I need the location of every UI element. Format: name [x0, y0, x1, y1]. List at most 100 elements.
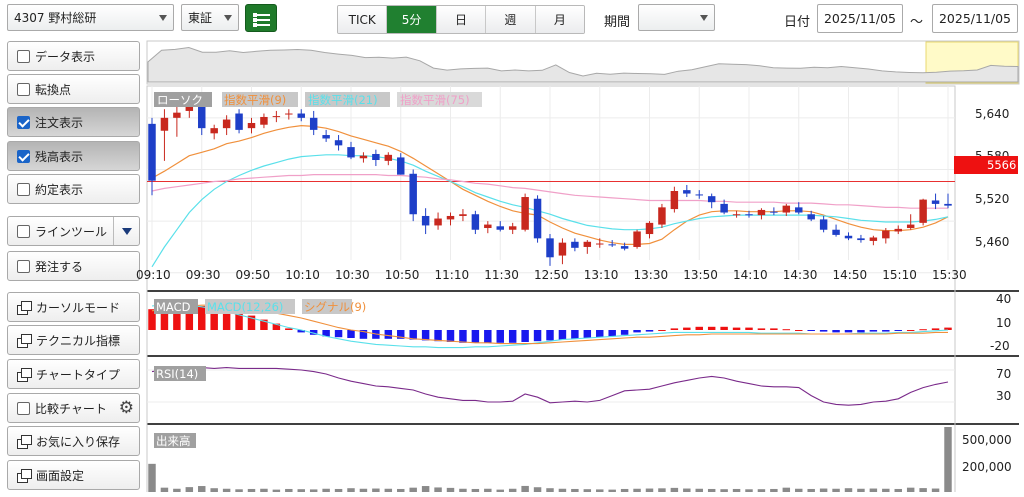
candle	[882, 228, 890, 244]
volume-bar	[770, 488, 778, 492]
candle	[409, 169, 417, 222]
toggle-data-display[interactable]: データ表示	[7, 41, 140, 71]
period-select[interactable]	[638, 4, 715, 31]
x-tick-label: 10:50	[385, 268, 420, 282]
legend-ema9: 指数平滑(9)	[224, 93, 286, 107]
candle-body	[471, 214, 480, 230]
candle	[546, 234, 554, 266]
macd-histogram-bar	[210, 307, 218, 330]
volume-bar	[285, 488, 293, 492]
tab-month[interactable]: 月	[535, 6, 584, 33]
macd-line-1	[151, 304, 948, 345]
sidebar-item-label: お気に入り保存	[36, 434, 121, 449]
macd-histogram-bar	[347, 330, 355, 338]
candle-body	[645, 222, 654, 235]
candle-body	[521, 197, 529, 230]
macd-histogram-bar	[148, 309, 156, 330]
checkbox-checked-icon	[17, 115, 30, 129]
volume-bar	[882, 488, 890, 492]
tab-day[interactable]: 日	[436, 6, 487, 33]
volume-bar	[173, 488, 181, 492]
macd-histogram-bar	[906, 330, 915, 331]
rsi-y-axis: 70 30	[996, 367, 1011, 403]
macd-histogram-bar	[297, 330, 305, 333]
macd-histogram-bar	[384, 330, 393, 339]
volume-bar	[471, 488, 480, 492]
candle	[757, 208, 766, 220]
candle-body	[247, 122, 256, 129]
volume-bar	[645, 488, 654, 492]
candle-body	[434, 218, 442, 226]
candle-body	[484, 224, 492, 229]
cursor-mode-button[interactable]: カーソルモード	[7, 292, 140, 322]
legend-box-ema9	[222, 92, 298, 107]
sidebar-item-label: 残高表示	[35, 149, 84, 164]
sidebar-item-label: データ表示	[35, 49, 96, 64]
candle	[508, 222, 517, 235]
line-tool-menu-button[interactable]	[113, 217, 139, 245]
list-button[interactable]	[245, 4, 277, 32]
volume-bar	[894, 488, 902, 492]
candle	[471, 210, 480, 235]
price-panel-frame	[146, 85, 956, 292]
candle-body	[235, 113, 243, 130]
macd-histogram-bar	[757, 328, 766, 330]
candle	[633, 229, 641, 249]
toggle-compare-chart[interactable]: 比較チャート ⚙	[7, 393, 140, 423]
candle-body	[807, 214, 815, 220]
volume-bar	[919, 488, 927, 492]
candle-body	[596, 243, 604, 245]
toggle-place-order[interactable]: 発注する	[7, 251, 140, 281]
x-tick-label: 14:50	[833, 268, 868, 282]
volume-bar	[906, 487, 915, 492]
date-to-input[interactable]: 2025/11/05	[932, 4, 1018, 33]
gear-icon[interactable]: ⚙	[118, 398, 134, 418]
save-favorite-button[interactable]: お気に入り保存	[7, 426, 140, 456]
toggle-position-display[interactable]: 残高表示	[7, 141, 140, 171]
volume-bar	[832, 488, 840, 492]
market-select[interactable]: 東証	[181, 4, 239, 31]
tab-5min[interactable]: 5分	[387, 6, 437, 33]
toggle-turning-points[interactable]: 転換点	[7, 74, 140, 104]
chart-type-button[interactable]: チャートタイプ	[7, 359, 140, 389]
macd-histogram-bar	[322, 330, 330, 337]
tab-week[interactable]: 週	[486, 6, 536, 33]
rsi-legend: RSI(14)	[154, 366, 206, 381]
candle	[558, 238, 567, 265]
checkbox-icon	[17, 224, 30, 238]
macd-histogram-bar	[222, 309, 231, 330]
y-tick-label: 30	[996, 389, 1011, 403]
triangle-down-icon	[121, 227, 132, 235]
ema-line-2	[151, 174, 948, 209]
candle	[372, 149, 380, 167]
symbol-select[interactable]: 4307 野村総研	[7, 4, 174, 31]
toggle-execution-display[interactable]: 約定表示	[7, 174, 140, 204]
tab-tick[interactable]: TICK	[338, 6, 388, 33]
candle	[844, 232, 853, 241]
toggle-line-tool[interactable]: ラインツール	[7, 216, 140, 246]
volume-bar	[446, 487, 455, 492]
legend-box-macd-line	[205, 299, 295, 314]
candle	[496, 221, 504, 232]
window-icon	[17, 300, 32, 315]
legend-box-macd	[154, 299, 198, 314]
toggle-order-display[interactable]: 注文表示	[7, 107, 140, 137]
legend-ema75: 指数平滑(75)	[400, 93, 470, 107]
volume-bar	[683, 488, 691, 492]
macd-histogram-bar	[309, 330, 318, 335]
volume-bar	[583, 489, 592, 492]
volume-bar	[459, 488, 467, 492]
macd-histogram-bar	[409, 330, 417, 340]
candle	[235, 109, 243, 134]
screen-settings-button[interactable]: 画面設定	[7, 460, 140, 490]
candle-body	[819, 219, 828, 230]
volume-bar	[695, 488, 703, 492]
sidebar-item-label: 転換点	[35, 82, 72, 97]
technical-indicators-button[interactable]: テクニカル指標	[7, 325, 140, 355]
symbol-value: 4307 野村総研	[14, 11, 97, 25]
candle-body	[198, 104, 206, 129]
sidebar-item-label: 画面設定	[36, 468, 85, 483]
macd-histogram-bar	[334, 330, 343, 338]
date-from-input[interactable]: 2025/11/05	[817, 4, 903, 33]
